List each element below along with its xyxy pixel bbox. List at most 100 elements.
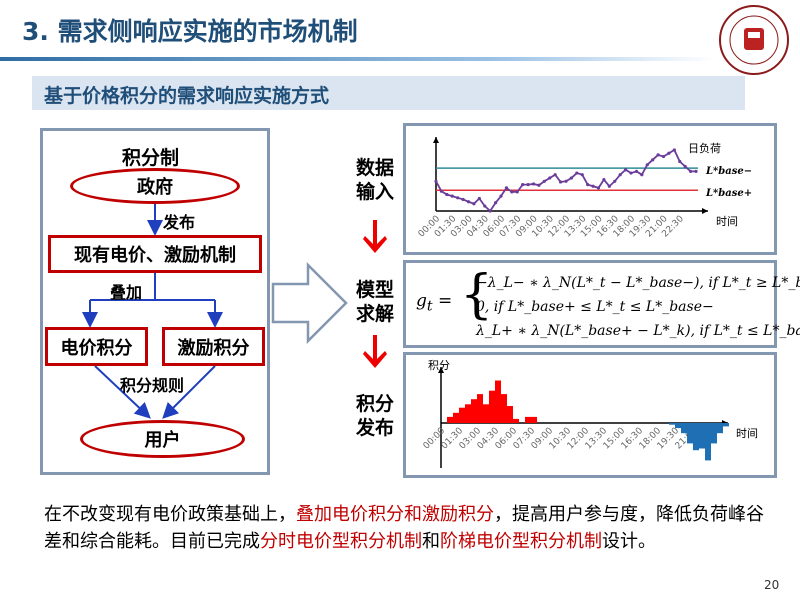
load-point bbox=[623, 168, 628, 172]
load-point bbox=[477, 196, 481, 201]
summary-part: 在不改变现有电价政策基础上， bbox=[44, 504, 296, 525]
load-point bbox=[651, 158, 655, 162]
government-node: 政府 bbox=[70, 168, 240, 204]
load-point bbox=[613, 179, 617, 183]
points-system-diagram bbox=[40, 128, 270, 475]
points-bar bbox=[459, 407, 465, 423]
y-axis-arrow bbox=[433, 137, 439, 143]
load-point bbox=[667, 151, 671, 155]
load-chart: 00:0001:3003:0004:3006:0007:3009:0010:30… bbox=[417, 137, 752, 239]
user-node: 用户 bbox=[80, 420, 245, 458]
load-point bbox=[694, 169, 698, 173]
points-bar bbox=[531, 416, 537, 423]
step-model-solve: 模型求解 bbox=[355, 279, 394, 325]
points-bar bbox=[687, 423, 693, 444]
price-points-node: 电价积分 bbox=[45, 327, 148, 366]
load-point bbox=[607, 184, 611, 188]
existing-mechanism-node: 现有电价、激励机制 bbox=[48, 235, 262, 273]
step-data-input: 数据输入 bbox=[355, 157, 394, 203]
section-subtitle: 基于价格积分的需求响应实施方式 bbox=[32, 76, 745, 110]
load-point bbox=[683, 164, 687, 169]
x-axis-arrow bbox=[702, 208, 708, 214]
points-bar bbox=[723, 423, 729, 427]
points-bar bbox=[471, 399, 477, 423]
load-point bbox=[466, 200, 471, 204]
points-bar bbox=[693, 423, 699, 451]
load-point bbox=[645, 163, 649, 167]
rules-label: 积分规则 bbox=[120, 376, 185, 395]
load-point bbox=[548, 176, 552, 180]
points-bar bbox=[447, 416, 453, 423]
load-point bbox=[558, 180, 563, 184]
load-point bbox=[569, 176, 574, 180]
overlay-label: 叠加 bbox=[110, 283, 143, 302]
points-chart: 00:0001:3003:0004:3006:0007:3009:0010:30… bbox=[422, 359, 758, 468]
points-chart-panel: 00:00 01:30 03:00 04:30 06:00 07:30 09:00 10:30… bbox=[403, 352, 777, 478]
load-point bbox=[580, 173, 584, 177]
load-point bbox=[629, 171, 633, 175]
summary-part: 和 bbox=[422, 531, 440, 552]
formula-lhs: g bbox=[416, 291, 427, 311]
load-point bbox=[488, 209, 492, 213]
points-bar bbox=[525, 416, 531, 423]
load-point bbox=[456, 196, 460, 200]
points-bar bbox=[495, 380, 501, 423]
points-bar bbox=[705, 423, 711, 461]
reference-line-label: L*base+ bbox=[705, 188, 752, 199]
load-point bbox=[526, 183, 530, 187]
points-bar bbox=[453, 412, 459, 423]
step-points-release: 积分发布 bbox=[355, 393, 394, 439]
load-point bbox=[521, 183, 525, 187]
load-point bbox=[586, 183, 590, 187]
university-logo bbox=[719, 5, 789, 75]
load-point bbox=[450, 194, 454, 198]
load-point bbox=[618, 173, 622, 177]
load-point bbox=[515, 190, 519, 194]
load-chart-panel: 00:00 01:30 03:00 04:30 06:00 07:30 09:00 10:30… bbox=[403, 123, 777, 255]
slide-title: 3. 需求侧响应实施的市场机制 bbox=[22, 17, 358, 46]
y-axis-arrow bbox=[438, 367, 444, 373]
load-point bbox=[656, 153, 660, 157]
load-point bbox=[661, 154, 666, 159]
x-axis-label: 时间 bbox=[716, 215, 738, 228]
summary-part: 设计。 bbox=[602, 531, 656, 552]
load-point bbox=[493, 201, 498, 205]
down-arrow-icon bbox=[363, 220, 387, 253]
load-point bbox=[531, 182, 536, 186]
points-bar bbox=[489, 390, 495, 423]
load-point bbox=[634, 169, 639, 173]
down-arrow-icon bbox=[363, 335, 387, 368]
load-point bbox=[678, 159, 682, 164]
load-point bbox=[472, 202, 476, 206]
load-point bbox=[553, 173, 557, 177]
summary-part: ，提高用户参与度，降低负荷峰谷差和综合能耗。目前已完成 bbox=[44, 504, 764, 552]
points-bar bbox=[699, 423, 705, 449]
summary-highlight: 阶梯电价型积分机制 bbox=[440, 531, 602, 552]
load-point bbox=[445, 192, 449, 197]
load-point bbox=[461, 197, 465, 202]
load-point bbox=[504, 186, 509, 190]
formula-lhs-sub: t bbox=[426, 298, 433, 315]
points-bar bbox=[513, 418, 519, 423]
summary-highlight: 分时电价型积分机制 bbox=[260, 531, 422, 552]
title-underline bbox=[0, 57, 715, 61]
load-point bbox=[672, 148, 676, 152]
points-bar bbox=[483, 404, 489, 423]
points-bar bbox=[675, 423, 681, 429]
load-point bbox=[499, 194, 503, 198]
x-axis-label: 时间 bbox=[736, 427, 758, 440]
formula-case-1: −λ_L− ∗ λ_N(L*_t − L*_base−), if L*_t ≥ … bbox=[476, 275, 800, 291]
load-point bbox=[439, 189, 444, 193]
load-point bbox=[434, 179, 438, 183]
publish-label: 发布 bbox=[163, 213, 196, 232]
load-point bbox=[510, 190, 514, 194]
points-bar bbox=[681, 423, 687, 434]
formula-case-3: λ_L+ ∗ λ_N(L*_base+ − L*_k), if L*_t ≤ L… bbox=[476, 323, 800, 339]
summary-text: 在不改变现有电价政策基础上，叠加电价积分和激励积分，提高用户参与度，降低负荷峰谷… bbox=[44, 501, 774, 555]
points-bar bbox=[507, 406, 513, 423]
load-point bbox=[602, 178, 606, 182]
reference-line-label: L*base− bbox=[705, 166, 752, 177]
series-label: 日负荷 bbox=[688, 141, 721, 155]
load-point bbox=[640, 173, 644, 177]
summary-highlight: 叠加电价积分和激励积分 bbox=[296, 504, 494, 525]
